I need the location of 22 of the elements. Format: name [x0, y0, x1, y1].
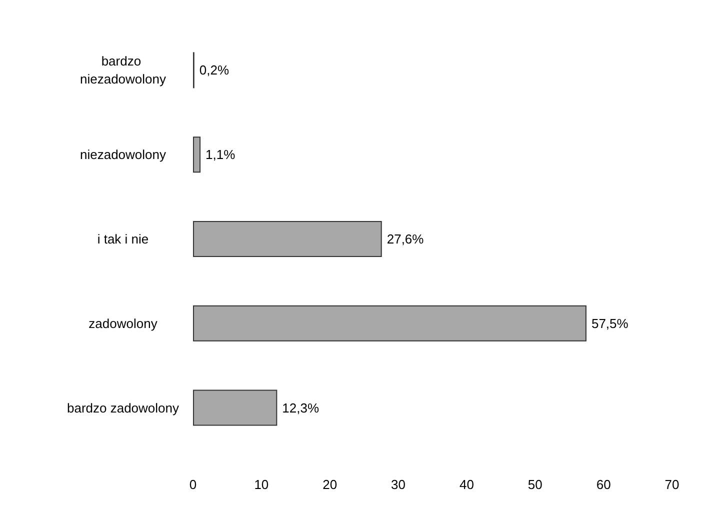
bar — [193, 221, 382, 257]
x-tick-label: 60 — [596, 477, 611, 492]
x-tick-label: 30 — [391, 477, 406, 492]
bar — [193, 305, 586, 342]
bar — [193, 136, 201, 173]
x-tick-label: 0 — [189, 477, 197, 492]
y-tick-label: zadowolony — [88, 316, 158, 331]
x-tick-label: 40 — [459, 477, 474, 492]
data-label: 27,6% — [386, 232, 424, 246]
data-label: 57,5% — [591, 316, 629, 331]
x-tick-label: 10 — [254, 477, 269, 492]
x-tick-label: 20 — [322, 477, 338, 492]
bar — [193, 390, 278, 426]
data-label: 1,1% — [206, 147, 236, 162]
data-label: 0,2% — [199, 62, 230, 78]
y-tick-label: i tak i nie — [97, 232, 149, 246]
y-tick-label: bardzo zadowolony — [66, 400, 180, 416]
y-tick-label: bardzo niezadowolony — [80, 54, 166, 87]
x-tick-label: 50 — [528, 477, 542, 492]
data-label: 12,3% — [282, 400, 320, 416]
x-tick-label: 70 — [664, 477, 680, 492]
y-tick-label: niezadowolony — [80, 147, 166, 162]
